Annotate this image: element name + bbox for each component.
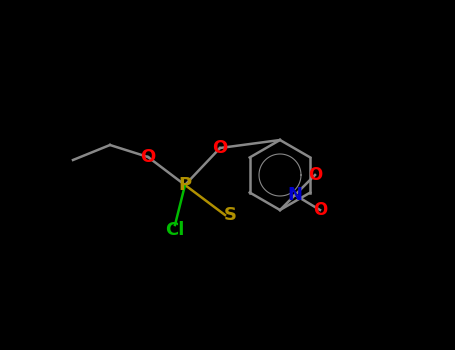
Text: O: O — [141, 148, 156, 166]
Text: O: O — [212, 139, 228, 157]
Text: O: O — [308, 166, 322, 184]
Text: Cl: Cl — [165, 221, 185, 239]
Text: N: N — [288, 186, 303, 204]
Text: O: O — [313, 201, 327, 219]
Text: P: P — [178, 176, 192, 194]
Text: S: S — [223, 206, 237, 224]
